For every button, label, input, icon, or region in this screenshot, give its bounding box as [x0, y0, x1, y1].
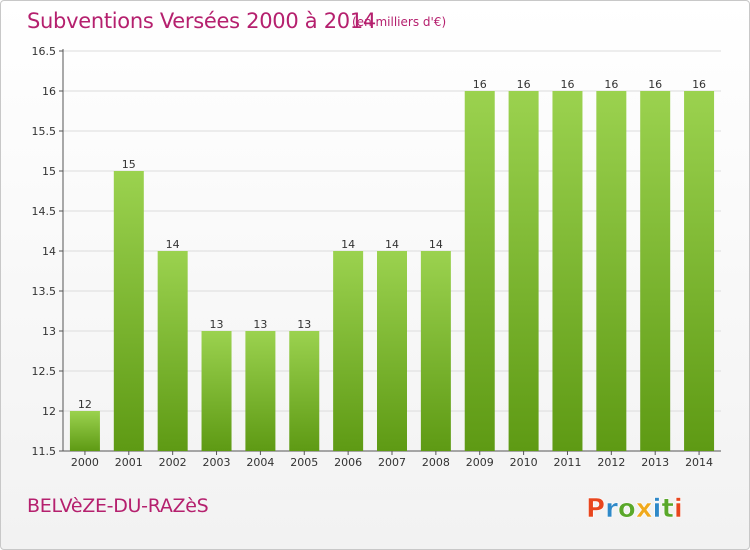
y-tick-label: 16 [42, 85, 56, 98]
bar [552, 91, 583, 451]
location-name: BELVèZE-DU-RAZèS [27, 495, 209, 517]
bar [157, 251, 188, 451]
bar [640, 91, 671, 451]
x-tick-label: 2010 [510, 456, 538, 469]
x-tick-label: 2012 [597, 456, 625, 469]
data-label: 14 [341, 238, 355, 251]
label-layer: 12 15 14 13 13 13 14 14 14 16 16 16 16 16 16 [78, 78, 706, 411]
x-tick-label: 2007 [378, 456, 406, 469]
bar [289, 331, 320, 451]
logo-letter: o [618, 494, 636, 524]
data-label: 13 [210, 318, 224, 331]
x-tick-label: 2000 [71, 456, 99, 469]
y-tick-label: 12.5 [32, 365, 57, 378]
bar [201, 331, 232, 451]
bar [377, 251, 407, 451]
data-label: 16 [692, 78, 706, 91]
bar [596, 91, 627, 451]
data-label: 13 [253, 318, 267, 331]
data-label: 16 [648, 78, 662, 91]
x-tick-label: 2011 [553, 456, 581, 469]
logo-letter: P [586, 494, 605, 524]
bar [333, 251, 364, 451]
data-label: 14 [166, 238, 180, 251]
bar [420, 251, 451, 451]
x-tick-label: 2002 [159, 456, 187, 469]
bar [245, 331, 276, 451]
y-tick-label: 13.5 [32, 285, 57, 298]
logo-letter: x [636, 494, 653, 524]
x-tick-label: 2013 [641, 456, 669, 469]
proxiti-logo: Proxiti [586, 494, 683, 524]
x-tick-label: 2004 [246, 456, 274, 469]
logo-letter: t [661, 494, 673, 524]
x-tick-label: 2014 [685, 456, 713, 469]
x-tick-label: 2001 [115, 456, 143, 469]
bar [684, 91, 715, 451]
y-tick-label: 15.5 [32, 125, 57, 138]
data-label: 14 [385, 238, 399, 251]
bar-layer [69, 91, 715, 451]
data-label: 12 [78, 398, 92, 411]
bar [113, 171, 144, 451]
x-tick-label: 2006 [334, 456, 362, 469]
bar [69, 411, 100, 451]
data-label: 16 [517, 78, 531, 91]
y-tick-label: 12 [42, 405, 56, 418]
data-label: 16 [604, 78, 618, 91]
x-tick-label: 2005 [290, 456, 318, 469]
bar [464, 91, 495, 451]
y-tick-label: 16.5 [32, 45, 57, 58]
x-tick-label: 2009 [466, 456, 494, 469]
y-tick-label: 15 [42, 165, 56, 178]
logo-letter: r [605, 494, 618, 524]
data-label: 16 [560, 78, 574, 91]
logo-wordmark: Proxiti [586, 494, 683, 524]
logo-letter: i [653, 494, 662, 524]
data-label: 16 [473, 78, 487, 91]
data-label: 13 [297, 318, 311, 331]
logo-letter: i [674, 494, 683, 524]
data-label: 15 [122, 158, 136, 171]
bar [508, 91, 539, 451]
y-tick-label: 13 [42, 325, 56, 338]
data-label: 14 [429, 238, 443, 251]
chart-title: Subventions Versées 2000 à 2014 [27, 9, 376, 33]
x-tick-label: 2008 [422, 456, 450, 469]
y-tick-label: 14.5 [32, 205, 57, 218]
y-tick-label: 14 [42, 245, 56, 258]
chart-subtitle: (en milliers d'€) [352, 15, 447, 29]
x-tick-label: 2003 [203, 456, 231, 469]
y-tick-label: 11.5 [32, 445, 57, 458]
